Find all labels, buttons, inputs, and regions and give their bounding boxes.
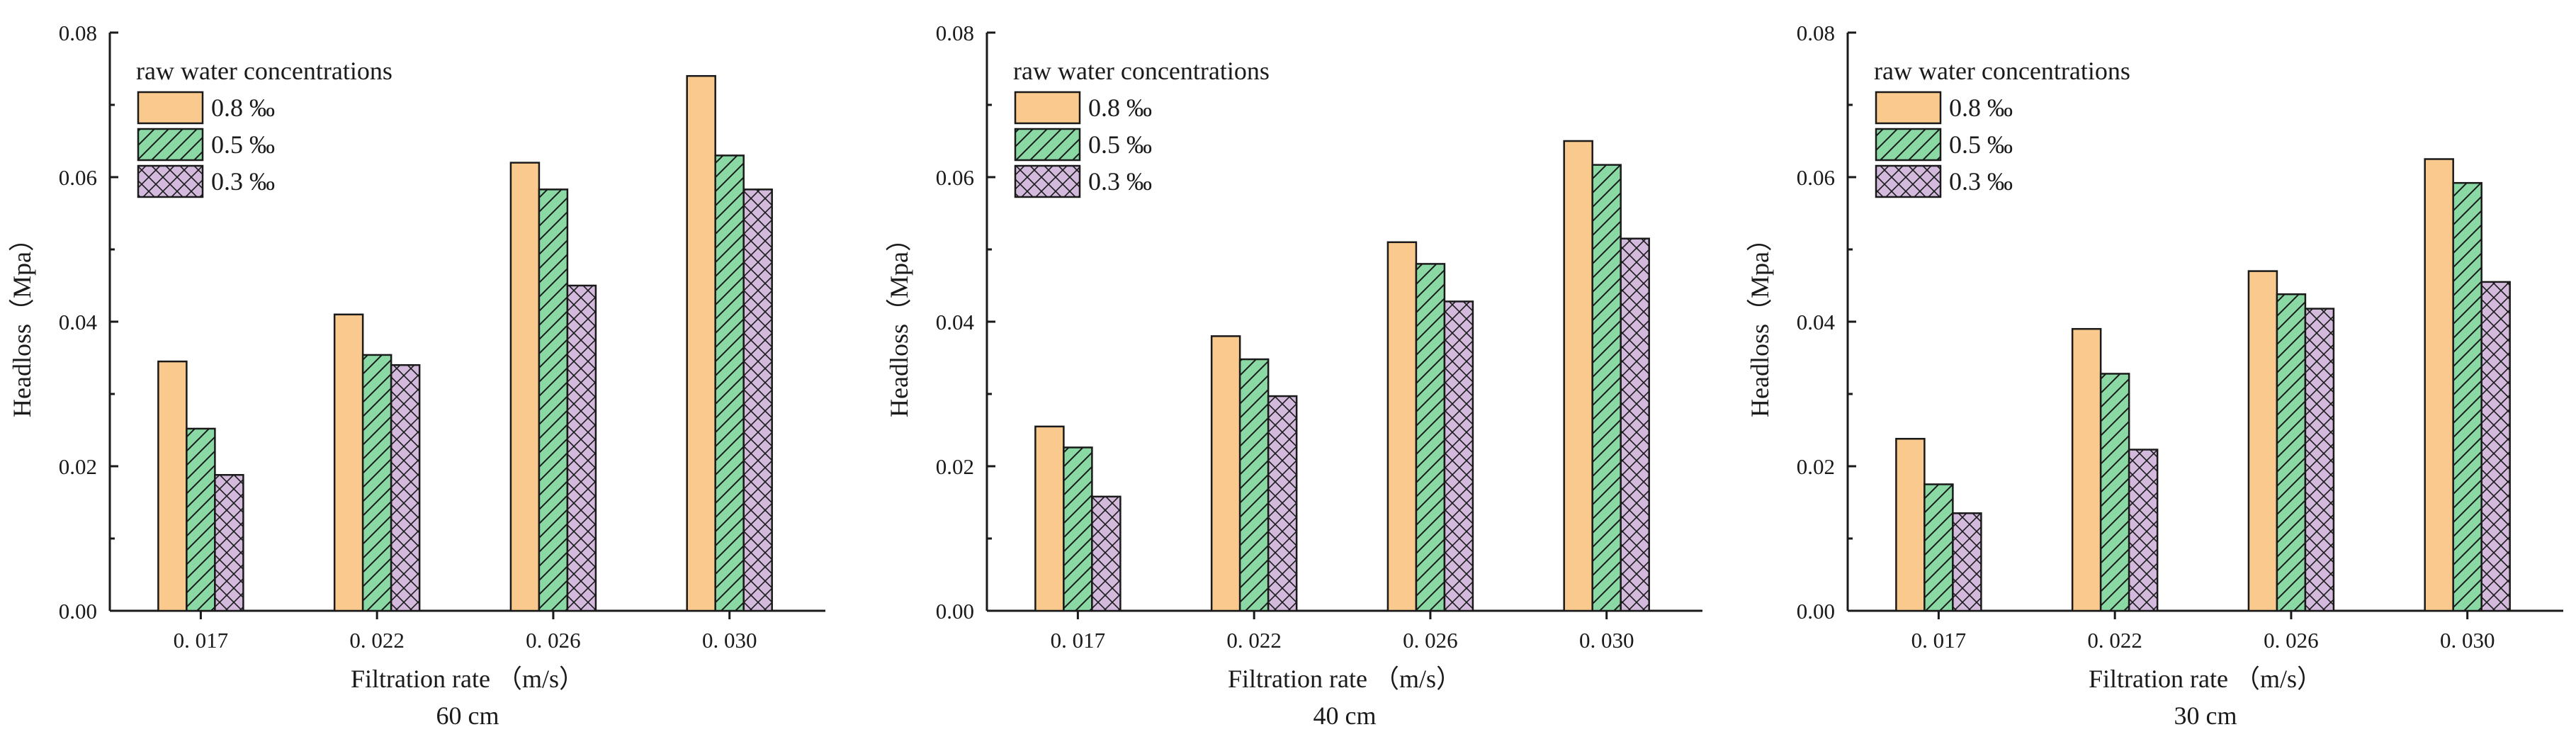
legend-label-2: 0.5 ‰ [1088,130,1152,159]
bar-series-2 [1063,446,1093,612]
bar-series-2 [1238,358,1270,612]
bar-series-1 [686,74,716,612]
x-tick-label: 0. 030 [702,628,757,653]
bar-series-1 [1563,140,1593,612]
bar-series-1 [1034,425,1065,612]
bar-series-2 [1415,263,1446,612]
y-tick-label: 0.06 [59,165,97,190]
legend-label-2: 0.5 ‰ [1949,130,2013,159]
y-tick-label: 0.02 [936,454,974,479]
bar-series-3 [2128,449,2159,612]
y-tick-label: 0.08 [1797,21,1835,45]
y-tick-label: 0.04 [59,310,98,334]
x-tick-label: 0. 017 [1911,628,1967,653]
chart-title: 60 cm [436,701,499,730]
bar-series-3 [1443,300,1474,612]
y-tick-label: 0.04 [1797,310,1836,334]
bar-series-2 [186,427,216,612]
bar-series-1 [2071,327,2102,612]
bar-series-2 [361,354,392,612]
legend-swatch-3 [1014,164,1081,198]
bar-series-1 [2424,158,2454,612]
bar-series-1 [1210,335,1241,612]
y-tick-label: 0.02 [59,454,97,479]
bar-series-2 [1923,483,1954,612]
legend-swatch-3 [1875,164,1942,198]
x-tick-label: 0. 026 [1403,628,1458,653]
bar-series-2 [2452,181,2482,612]
bar-series-3 [1091,495,1122,612]
bar-series-1 [2247,270,2278,612]
bar-series-3 [214,473,244,612]
legend-label-1: 0.8 ‰ [211,94,275,122]
bar-series-1 [157,360,188,612]
bar-series-3 [1952,512,1982,612]
bar-series-2 [2099,373,2130,612]
y-axis-title: Headloss（Mpa） [8,226,36,417]
y-tick-label: 0.00 [59,599,97,624]
legend-swatch-2 [1875,128,1942,162]
bar-series-3 [742,188,773,612]
x-tick-label: 0. 017 [1051,628,1106,653]
legend-title: raw water concentrations [1874,57,2130,85]
legend-swatch-1 [137,91,204,125]
bar-series-2 [714,154,745,612]
bar-series-3 [2304,308,2335,612]
legend-label-1: 0.8 ‰ [1949,94,2013,122]
x-tick-label: 0. 026 [526,628,581,653]
bar-series-1 [1895,437,1926,612]
chart-title: 30 cm [2174,701,2237,730]
bar-series-2 [1591,164,1622,612]
x-axis-title: Filtration rate （m/s） [351,665,584,693]
bar-series-3 [2480,281,2511,612]
legend-swatch-2 [1014,128,1081,162]
legend-swatch-1 [1875,91,1942,125]
legend-label-3: 0.3 ‰ [211,167,275,196]
x-tick-label: 0. 022 [1226,628,1282,653]
y-tick-label: 0.06 [936,165,974,190]
x-tick-label: 0. 022 [2087,628,2142,653]
bar-series-3 [1267,395,1298,612]
chart-panel-2: 0.00 0.02 0.04 0.06 0.08 Headloss（Mpa） 0. 017 0… [885,21,1702,730]
y-axis-title: Headloss（Mpa） [885,226,913,417]
legend-swatch-2 [137,128,204,162]
bar-series-3 [566,284,597,612]
y-tick-label: 0.02 [1797,454,1835,479]
legend-label-3: 0.3 ‰ [1949,167,2013,196]
bar-series-1 [1386,241,1418,612]
x-axis-title: Filtration rate （m/s） [2089,665,2322,693]
chart-panel-3: 0.00 0.02 0.04 0.06 0.08 Headloss（Mpa） 0. 017 0… [1746,21,2563,730]
chart-title: 40 cm [1314,701,1377,730]
bar-series-2 [2276,293,2307,612]
legend-label-2: 0.5 ‰ [211,130,275,159]
legend-title: raw water concentrations [1013,57,1270,85]
x-axis-title: Filtration rate （m/s） [1228,665,1462,693]
bar-series-1 [333,313,364,612]
x-tick-label: 0. 017 [174,628,229,653]
bar-series-1 [509,162,541,612]
x-tick-label: 0. 026 [2264,628,2319,653]
y-tick-label: 0.00 [936,599,974,624]
bar-series-3 [390,363,421,612]
legend-title: raw water concentrations [136,57,392,85]
chart-panel-1: 0.00 0.02 0.04 0.06 0.08 Headloss（Mpa） 0. 017 0… [8,21,825,730]
y-axis-title: Headloss（Mpa） [1746,226,1774,417]
y-tick-label: 0.08 [936,21,974,45]
bar-series-2 [538,188,569,612]
legend-swatch-3 [137,164,204,198]
x-tick-label: 0. 022 [349,628,405,653]
y-tick-label: 0.08 [59,21,97,45]
x-tick-label: 0. 030 [2440,628,2495,653]
bar-series-3 [1620,237,1650,612]
x-tick-label: 0. 030 [1579,628,1634,653]
legend-swatch-1 [1014,91,1081,125]
y-tick-label: 0.04 [936,310,975,334]
y-tick-label: 0.06 [1797,165,1835,190]
y-tick-label: 0.00 [1797,599,1835,624]
legend-label-3: 0.3 ‰ [1088,167,1152,196]
legend-label-1: 0.8 ‰ [1088,94,1152,122]
